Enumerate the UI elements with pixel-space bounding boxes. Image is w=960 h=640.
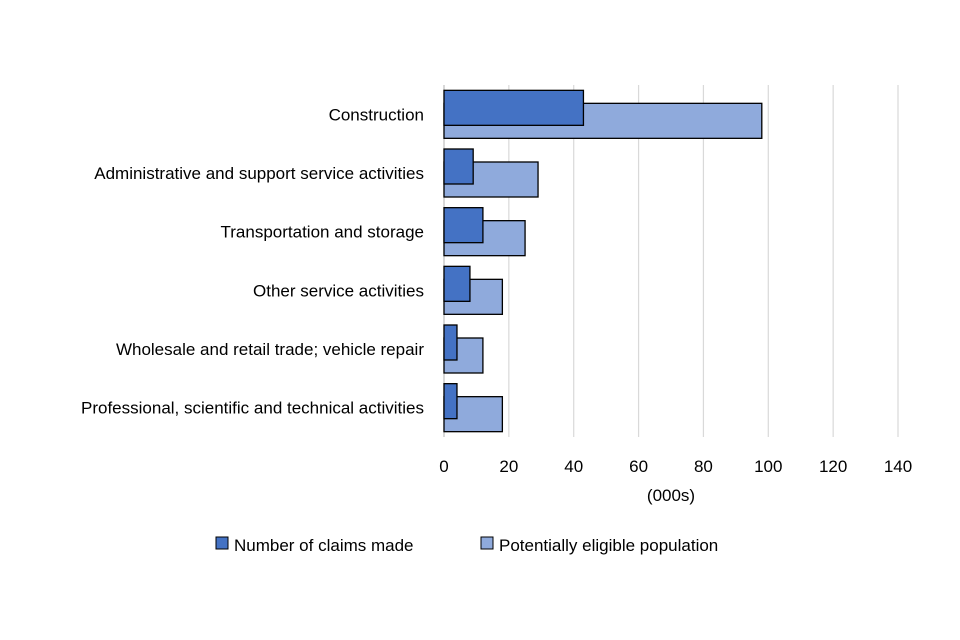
legend-label: Potentially eligible population — [499, 536, 718, 555]
bar-claims-made — [443, 148, 474, 185]
bars — [443, 89, 763, 433]
x-tick-label: 100 — [754, 457, 782, 476]
category-labels: Construction Administrative and support s… — [81, 105, 424, 417]
category-label: Construction — [329, 105, 424, 124]
x-tick-label: 40 — [564, 457, 583, 476]
bar-claims-made — [443, 324, 458, 361]
x-tick-labels: 0 20 40 60 80 100 120 140 — [439, 457, 912, 476]
x-tick-label: 20 — [499, 457, 518, 476]
category-label: Administrative and support service activ… — [94, 164, 424, 183]
x-tick-label: 0 — [439, 457, 448, 476]
bar-claims-made — [443, 265, 471, 302]
bar-claims-made — [443, 89, 585, 126]
bar-claims-made — [443, 207, 484, 244]
legend-item: Potentially eligible population — [480, 536, 718, 555]
category-label: Transportation and storage — [221, 223, 425, 242]
category-label: Wholesale and retail trade; vehicle repa… — [116, 340, 424, 359]
x-axis-title: (000s) — [647, 486, 695, 505]
legend: Number of claims made Potentially eligibl… — [215, 536, 718, 555]
category-label: Other service activities — [253, 281, 424, 300]
x-tick-label: 120 — [819, 457, 847, 476]
legend-swatch — [215, 536, 229, 550]
category-label: Professional, scientific and technical a… — [81, 399, 424, 418]
x-tick-label: 60 — [629, 457, 648, 476]
bar-claims-made — [443, 383, 458, 420]
x-tick-label: 140 — [884, 457, 912, 476]
legend-label: Number of claims made — [234, 536, 414, 555]
gridlines — [443, 85, 899, 437]
legend-item: Number of claims made — [215, 536, 414, 555]
x-tick-label: 80 — [694, 457, 713, 476]
legend-swatch — [480, 536, 494, 550]
